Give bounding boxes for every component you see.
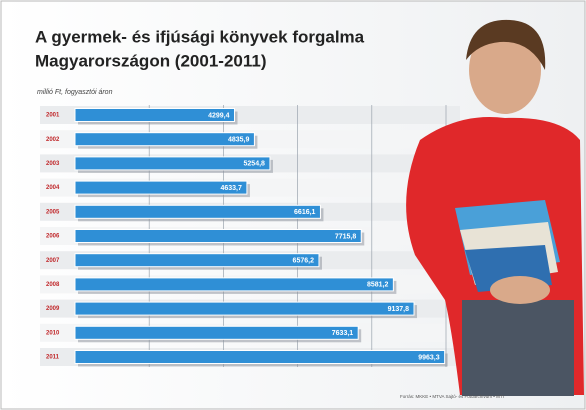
source: Forrás: MKKE • MTVA Sajtó- és Fotóarchív… <box>400 394 504 399</box>
value-label: 4299,4 <box>208 112 230 119</box>
y-tick-label: 2005 <box>46 209 60 215</box>
plot-area: 2001 4299,4 2002 4835,9 2003 5254,8 2004 4633,7… <box>40 105 460 367</box>
bar <box>74 277 394 292</box>
bar <box>74 108 236 122</box>
y-tick-label: 2003 <box>46 161 60 167</box>
bar <box>74 156 271 171</box>
bar <box>74 301 415 316</box>
chart-title: A gyermek- és ifjúsági könyvek forgalma <box>35 27 365 46</box>
value-label: 8581,2 <box>367 282 389 289</box>
value-label: 9963,3 <box>418 354 440 361</box>
bar <box>74 180 248 195</box>
bar <box>74 229 362 243</box>
value-label: 7633,1 <box>332 330 354 337</box>
bar <box>74 325 359 340</box>
chart-title: Magyarországon (2001-2011) <box>35 51 267 70</box>
value-label: 6616,1 <box>294 209 316 216</box>
bar <box>74 253 320 268</box>
y-tick-label: 2010 <box>46 330 60 336</box>
y-tick-label: 2007 <box>46 258 60 264</box>
y-tick-label: 2004 <box>46 185 60 191</box>
value-label: 4633,7 <box>220 185 242 192</box>
value-label: 6576,2 <box>293 258 315 265</box>
y-tick-label: 2002 <box>46 137 60 143</box>
subtitle: millió Ft, fogyasztói áron <box>37 89 113 96</box>
bar <box>74 204 321 219</box>
y-tick-label: 2009 <box>46 306 60 312</box>
bar <box>74 132 255 147</box>
value-label: 5254,8 <box>244 161 266 168</box>
y-tick-label: 2011 <box>46 355 60 361</box>
y-tick-label: 2006 <box>46 234 60 240</box>
photo <box>406 19 584 396</box>
y-tick-label: 2008 <box>46 282 60 288</box>
value-label: 7715,8 <box>335 233 357 240</box>
value-label: 9137,8 <box>388 306 410 313</box>
value-label: 4835,9 <box>228 137 250 144</box>
bar <box>74 350 446 364</box>
y-tick-label: 2001 <box>46 113 60 119</box>
